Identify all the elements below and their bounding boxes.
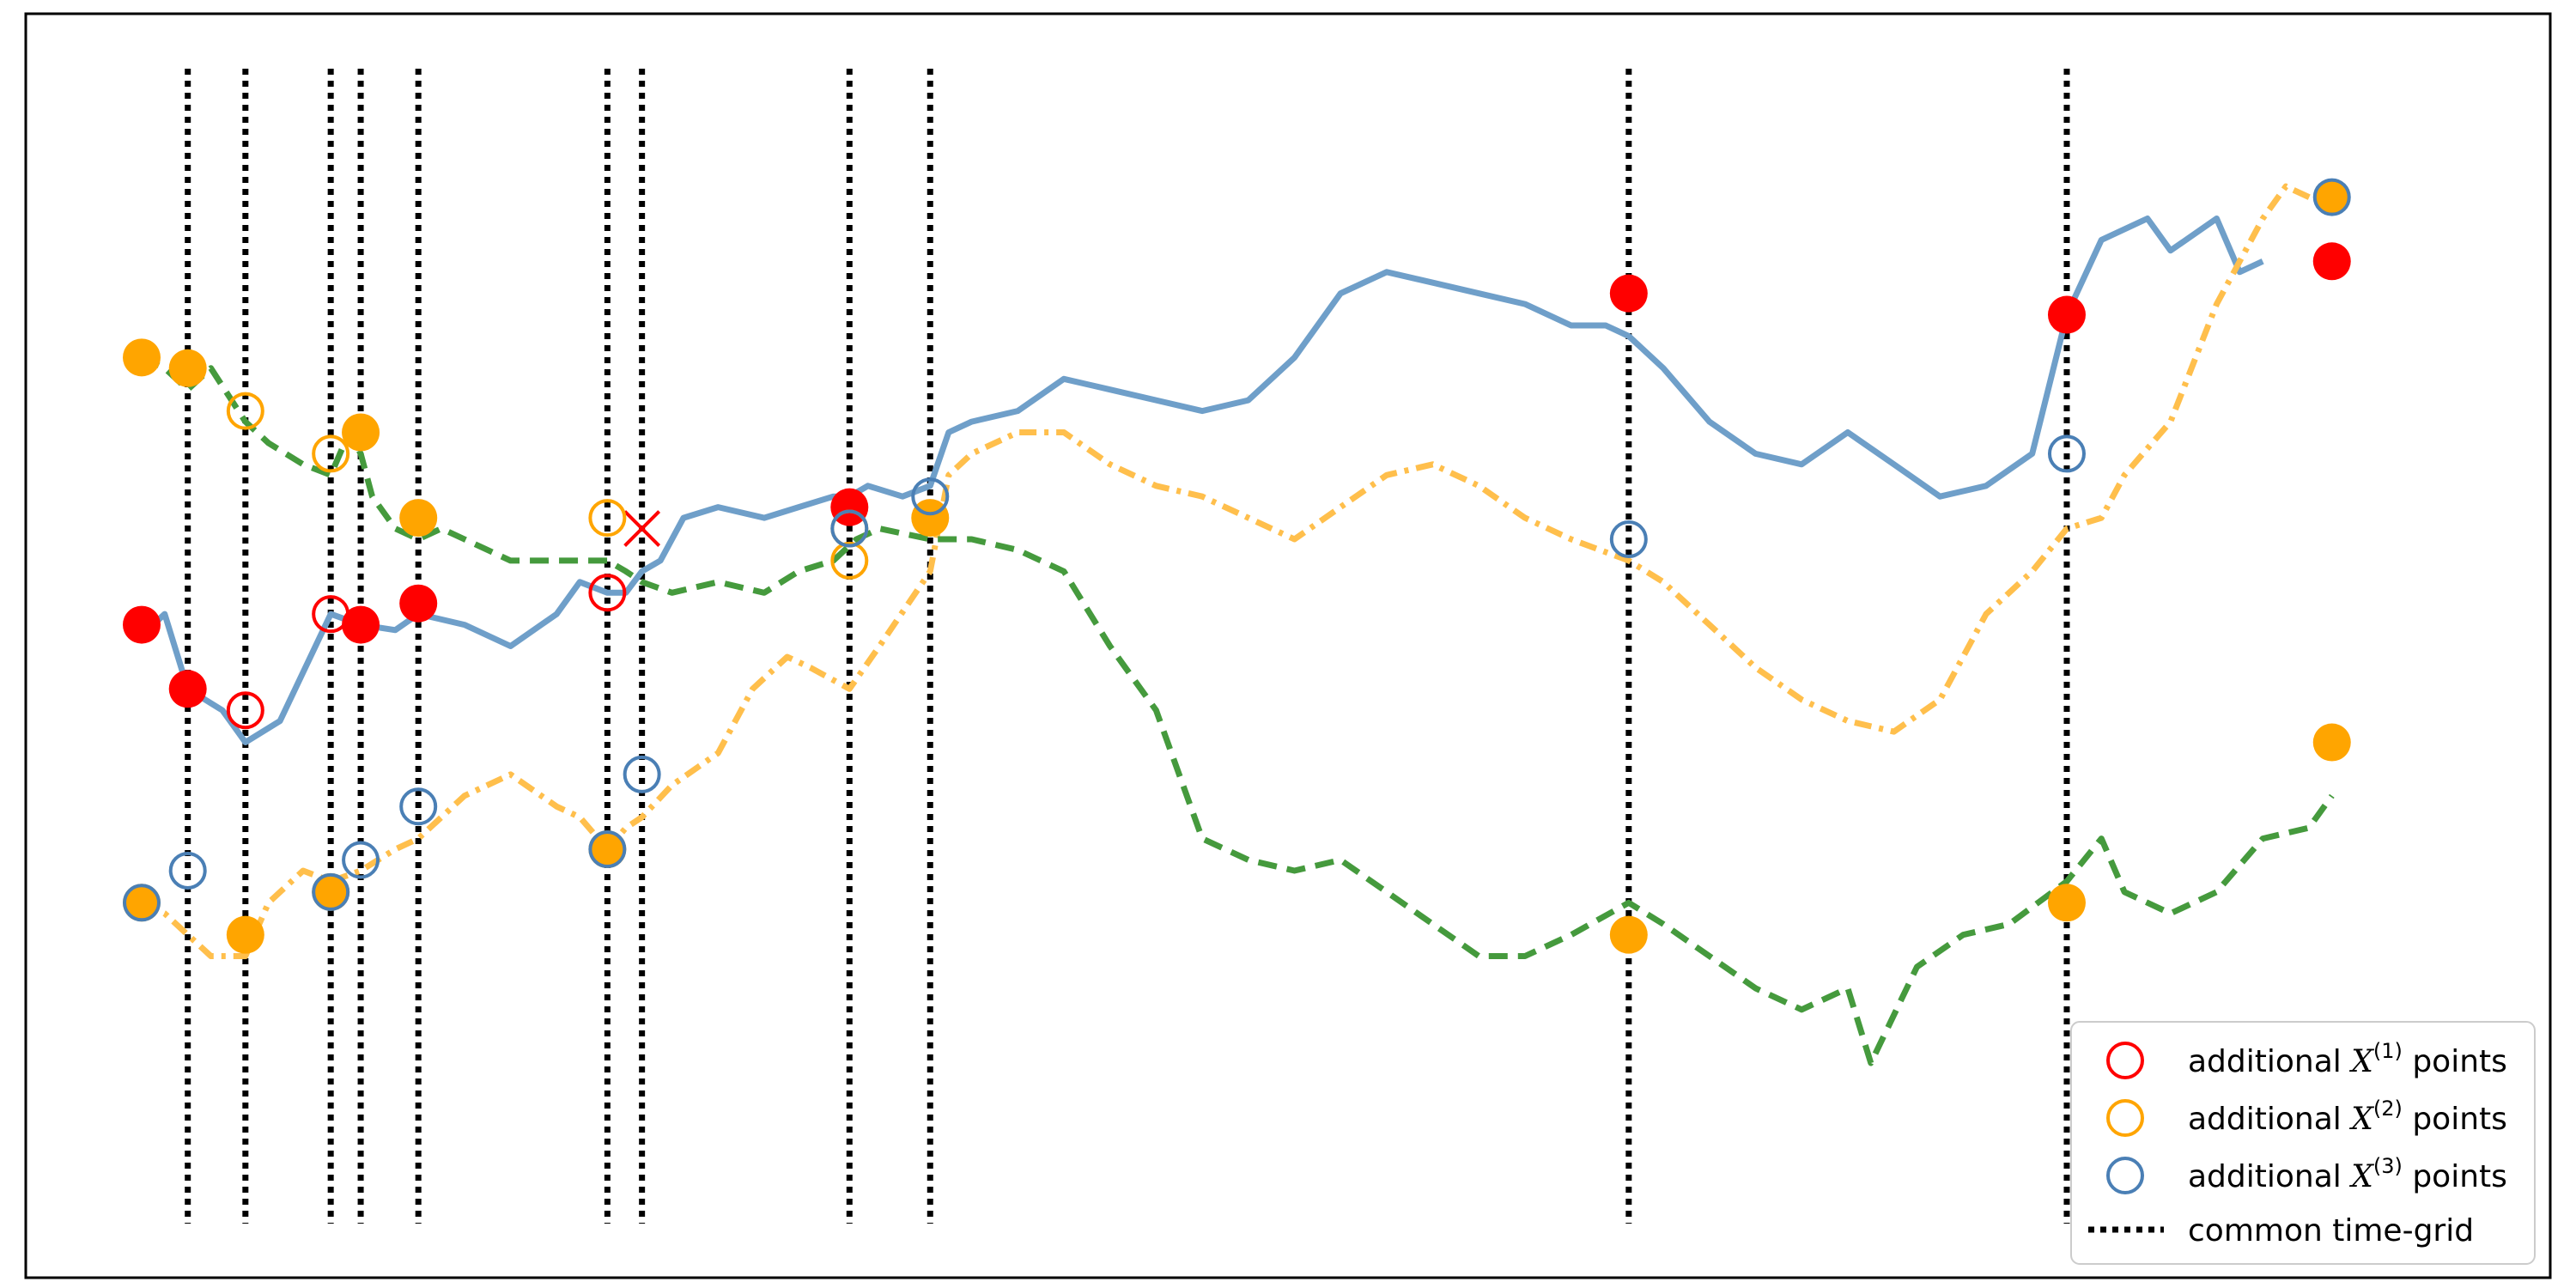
marker-38: [312, 872, 350, 911]
legend-label-3: common time-grid: [2188, 1213, 2474, 1249]
marker-11: [2312, 242, 2351, 281]
marker-10: [2047, 295, 2086, 334]
marker-23: [226, 915, 264, 954]
legend-label-2: additional X(3) points: [2188, 1154, 2507, 1194]
marker-25: [588, 830, 627, 869]
observation-markers: [123, 178, 2351, 954]
marker-33: [623, 755, 661, 793]
marker-24: [312, 872, 350, 911]
legend-marker-1: [2106, 1099, 2144, 1137]
marker-22: [123, 884, 161, 922]
marker-18: [588, 499, 627, 538]
marker-30: [168, 851, 207, 890]
marker-4: [342, 605, 380, 644]
series-line-1: [140, 183, 2334, 959]
marker-9: [1609, 274, 1648, 313]
marker-17: [399, 499, 438, 538]
marker-6: [588, 574, 627, 612]
marker-12: [123, 338, 161, 377]
marker-20: [911, 499, 950, 538]
marker-8: [830, 488, 869, 526]
marker-0: [123, 605, 161, 644]
marker-28: [2312, 723, 2351, 762]
series-lines: [139, 183, 2335, 1066]
marker-29: [2312, 178, 2351, 216]
marker-5: [399, 584, 438, 623]
marker-26: [1609, 915, 1648, 954]
marker-15: [312, 434, 350, 473]
marker-31: [342, 841, 380, 879]
marker-16: [342, 413, 380, 452]
legend: additional X(1) points additional X(2) po…: [2070, 1021, 2536, 1265]
marker-7: [623, 510, 661, 547]
marker-34: [911, 477, 950, 516]
marker-40: [830, 509, 869, 548]
marker-1: [168, 670, 207, 708]
marker-21: [830, 541, 869, 580]
marker-39: [588, 830, 627, 869]
marker-13: [168, 349, 207, 387]
legend-label-0: additional X(1) points: [2188, 1039, 2507, 1079]
marker-27: [2047, 884, 2086, 922]
series-line-2: [140, 355, 2335, 1066]
legend-marker-2: [2106, 1157, 2144, 1194]
legend-box: [2070, 1021, 2536, 1265]
marker-32: [399, 787, 438, 826]
marker-36: [2047, 434, 2086, 473]
common-time-grid: [185, 69, 2070, 1224]
marker-14: [226, 392, 264, 430]
marker-37: [123, 884, 161, 922]
legend-label-1: additional X(2) points: [2188, 1097, 2507, 1137]
marker-2: [226, 691, 264, 730]
series-line-0: [139, 216, 2264, 745]
marker-35: [1609, 520, 1648, 558]
legend-marker-0: [2106, 1042, 2144, 1079]
